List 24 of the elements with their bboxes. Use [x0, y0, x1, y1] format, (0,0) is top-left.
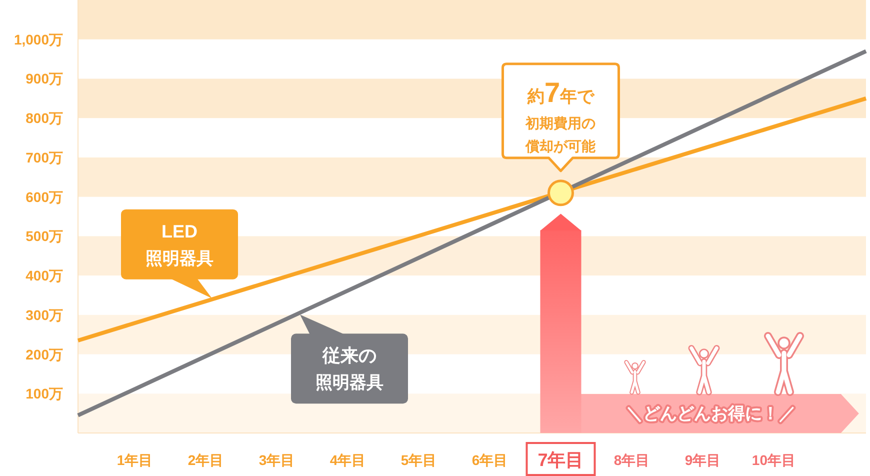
- band-label: ＼どんどんお得に！／: [626, 404, 796, 423]
- y-tick-label: 300万: [26, 306, 63, 323]
- x-tick-label: 6年目: [472, 452, 508, 468]
- legend-label: 従来の照明器具: [316, 346, 384, 392]
- y-tick-label: 400万: [26, 268, 63, 284]
- y-tick-label: 600万: [26, 188, 63, 205]
- y-tick-label: 700万: [26, 149, 63, 166]
- series-label: LED照明器具: [146, 221, 214, 268]
- y-tick-label: 100万: [26, 386, 63, 402]
- x-tick-label: 7年目: [538, 450, 584, 470]
- x-tick-label: 10年目: [752, 452, 796, 468]
- x-tick-label: 2年目: [188, 452, 224, 468]
- y-tick-label: 800万: [26, 110, 63, 126]
- y-tick-label: 200万: [26, 346, 63, 362]
- x-tick-label: 4年目: [330, 452, 366, 468]
- x-tick-label: 5年目: [400, 452, 437, 468]
- x-tick-label: 1年目: [116, 452, 153, 468]
- x-tick-label: 3年目: [258, 452, 295, 468]
- annotation: 約7年で初期費用の償却が可能: [524, 76, 597, 154]
- y-tick-label: 900万: [26, 70, 63, 87]
- x-tick-label: 9年目: [684, 452, 721, 468]
- y-tick-label: 1,000万: [14, 31, 63, 48]
- y-tick-label: 500万: [26, 228, 63, 244]
- x-tick-label: 8年目: [614, 452, 650, 468]
